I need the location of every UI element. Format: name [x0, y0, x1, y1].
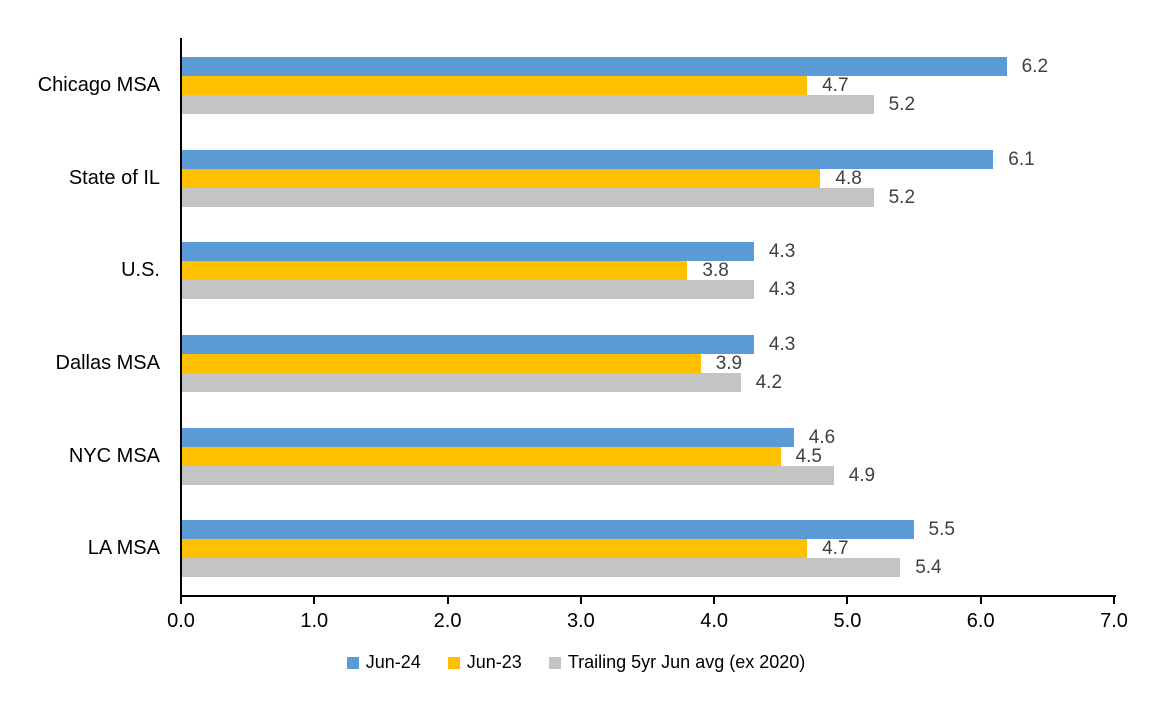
legend-label: Trailing 5yr Jun avg (ex 2020): [567, 652, 806, 672]
bar-row: 5.5: [182, 519, 1113, 541]
bar: [182, 280, 754, 300]
bar: [182, 465, 834, 485]
data-label: 4.7: [822, 538, 849, 560]
bar-row: 6.2: [182, 55, 1113, 77]
y-axis-line: [180, 38, 182, 597]
bar-row: 4.6: [182, 426, 1113, 448]
legend-item: Jun-24: [346, 652, 421, 673]
data-label: 4.7: [822, 74, 849, 96]
bar: [182, 558, 901, 578]
tick-mark: [846, 597, 849, 604]
bar-row: 5.4: [182, 557, 1113, 579]
legend-item: Jun-23: [447, 652, 522, 673]
tick-mark: [979, 597, 982, 604]
bar: [182, 168, 821, 188]
tick-label: 5.0: [833, 610, 862, 632]
data-label: 3.8: [702, 260, 729, 282]
bar-row: 6.1: [182, 148, 1113, 170]
bar-row: 3.8: [182, 260, 1113, 282]
category-axis: Chicago MSA State of IL U.S. Dallas MSA NYC …: [0, 39, 160, 595]
bar: [182, 75, 808, 95]
category-label: Chicago MSA: [37, 73, 160, 96]
tick-label: 4.0: [700, 610, 729, 632]
bar-row: 4.7: [182, 538, 1113, 560]
bar: [182, 94, 874, 114]
data-label: 4.8: [835, 167, 862, 189]
bar: [182, 427, 794, 447]
category-label: State of IL: [68, 166, 160, 189]
bar-group: 6.2 4.7 5.2: [182, 39, 1113, 132]
tick-mark: [180, 597, 182, 604]
data-label: 5.2: [888, 93, 916, 115]
bar-row: 5.2: [182, 186, 1113, 208]
legend-label: Jun-23: [466, 652, 522, 672]
bar-group: 6.1 4.8 5.2: [182, 132, 1113, 225]
tick-label: 1.0: [300, 610, 329, 632]
x-axis-ticks: 0.0 1.0 2.0 3.0 4.0 5.0 6.0 7.0: [167, 597, 1128, 637]
category-label: LA MSA: [87, 537, 160, 560]
tick-mark: [1113, 597, 1115, 604]
tick-label: 6.0: [966, 610, 995, 632]
tick-label: 2.0: [433, 610, 462, 632]
tick-label: 0.0: [167, 610, 195, 632]
data-label: 4.3: [768, 333, 796, 355]
data-label: 3.9: [715, 352, 743, 374]
data-label: 4.6: [808, 426, 836, 448]
bar: [182, 149, 994, 169]
bar-row: 4.8: [182, 167, 1113, 189]
tick-mark: [313, 597, 316, 604]
bar-row: 4.3: [182, 241, 1113, 263]
data-label: 5.2: [888, 186, 916, 208]
bar: [182, 187, 874, 207]
data-label: 5.4: [915, 557, 942, 579]
tick-mark: [713, 597, 716, 604]
tick-label: 7.0: [1100, 610, 1128, 632]
bar-row: 4.9: [182, 464, 1113, 486]
data-label: 6.1: [1008, 148, 1035, 170]
category-label: U.S.: [121, 259, 160, 282]
bar: [182, 56, 1007, 76]
legend-swatch-icon: [548, 656, 561, 669]
x-axis-line: [180, 595, 1116, 597]
bar: [182, 520, 914, 540]
bar-row: 4.3: [182, 279, 1113, 301]
tick-mark: [446, 597, 449, 604]
legend: Jun-24 Jun-23 Trailing 5yr Jun avg (ex 202…: [0, 652, 1152, 673]
bar: [182, 242, 754, 262]
tick-label: 3.0: [566, 610, 595, 632]
category-label: NYC MSA: [68, 444, 160, 467]
bar-group: 4.3 3.9 4.2: [182, 317, 1113, 410]
data-label: 6.2: [1021, 55, 1049, 77]
bar-group: 5.5 4.7 5.4: [182, 502, 1113, 595]
bar-row: 4.5: [182, 445, 1113, 467]
bar-row: 4.7: [182, 74, 1113, 96]
bar: [182, 539, 808, 559]
data-label: 4.9: [848, 464, 876, 486]
data-label: 4.3: [768, 241, 796, 263]
category-label: Dallas MSA: [55, 351, 160, 374]
bar: [182, 446, 781, 466]
bar-row: 3.9: [182, 352, 1113, 374]
plot-area: 6.2 4.7 5.2 6.1 4.8 5.2 4.3 3.8 4.3 4.3 3.9 4.2 4.6 4…: [182, 39, 1113, 595]
data-label: 4.3: [768, 279, 796, 301]
data-label: 5.5: [928, 519, 955, 541]
legend-item: Trailing 5yr Jun avg (ex 2020): [548, 652, 806, 673]
bar-row: 4.2: [182, 371, 1113, 393]
bar: [182, 353, 701, 373]
legend-swatch-icon: [346, 656, 359, 669]
legend-swatch-icon: [447, 656, 460, 669]
bar-group: 4.3 3.8 4.3: [182, 224, 1113, 317]
legend-label: Jun-24: [365, 652, 421, 672]
bar: [182, 261, 688, 281]
bar-row: 4.3: [182, 333, 1113, 355]
bar-row: 5.2: [182, 93, 1113, 115]
tick-mark: [579, 597, 582, 604]
data-label: 4.2: [755, 371, 783, 393]
bar: [182, 372, 741, 392]
bar: [182, 334, 754, 354]
data-label: 4.5: [795, 445, 822, 467]
bar-group: 4.6 4.5 4.9: [182, 410, 1113, 503]
